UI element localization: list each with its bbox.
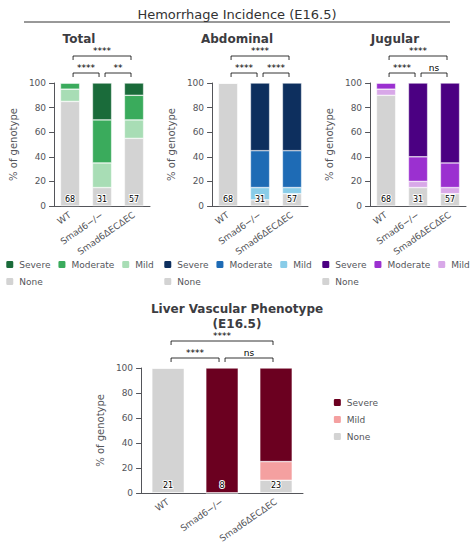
- svg-text:68: 68: [223, 195, 233, 204]
- svg-text:0: 0: [356, 201, 362, 211]
- svg-text:60: 60: [122, 413, 134, 423]
- svg-text:40: 40: [351, 152, 363, 162]
- svg-text:Smad6ΔECΔEC: Smad6ΔECΔEC: [218, 497, 279, 544]
- svg-text:Smad6ΔECΔEC: Smad6ΔECΔEC: [392, 210, 453, 257]
- svg-text:31: 31: [413, 195, 423, 204]
- svg-text:100: 100: [29, 78, 46, 88]
- svg-text:31: 31: [97, 195, 107, 204]
- svg-text:(E16.5): (E16.5): [213, 317, 262, 331]
- svg-text:Abdominal: Abdominal: [201, 32, 273, 46]
- svg-text:40: 40: [35, 152, 47, 162]
- svg-text:Smad6−/−: Smad6−/−: [374, 209, 421, 247]
- svg-text:Moderate: Moderate: [71, 260, 114, 270]
- svg-text:Smad6ΔECΔEC: Smad6ΔECΔEC: [76, 210, 137, 257]
- svg-text:23: 23: [271, 481, 281, 490]
- svg-text:None: None: [335, 277, 359, 287]
- svg-text:100: 100: [345, 78, 362, 88]
- svg-text:Smad6ΔECΔEC: Smad6ΔECΔEC: [234, 210, 295, 257]
- svg-text:Smad6−/−: Smad6−/−: [179, 497, 225, 534]
- svg-text:Mild: Mild: [451, 260, 469, 270]
- svg-text:None: None: [19, 277, 43, 287]
- svg-text:WT: WT: [55, 210, 73, 227]
- svg-text:Jugular: Jugular: [370, 32, 419, 46]
- svg-text:% of genotype: % of genotype: [324, 108, 335, 181]
- svg-text:Moderate: Moderate: [387, 260, 430, 270]
- svg-text:Mild: Mild: [347, 415, 365, 425]
- svg-text:WT: WT: [371, 210, 389, 227]
- svg-text:20: 20: [193, 176, 205, 186]
- svg-text:80: 80: [35, 103, 47, 113]
- svg-text:Severe: Severe: [335, 260, 367, 270]
- svg-text:****: ****: [93, 46, 112, 56]
- svg-text:% of genotype: % of genotype: [166, 108, 177, 181]
- svg-text:****: ****: [77, 63, 96, 73]
- svg-text:20: 20: [35, 176, 47, 186]
- svg-text:% of genotype: % of genotype: [95, 394, 106, 467]
- svg-text:100: 100: [187, 78, 204, 88]
- svg-text:68: 68: [65, 195, 75, 204]
- svg-text:0: 0: [127, 488, 133, 498]
- svg-text:None: None: [347, 432, 371, 442]
- svg-text:8: 8: [219, 481, 224, 490]
- svg-text:Smad6−/−: Smad6−/−: [58, 209, 105, 247]
- svg-text:****: ****: [186, 348, 205, 358]
- svg-text:20: 20: [122, 463, 134, 473]
- svg-text:0: 0: [198, 201, 204, 211]
- svg-text:WT: WT: [153, 496, 171, 513]
- svg-text:80: 80: [122, 388, 134, 398]
- svg-text:80: 80: [193, 103, 205, 113]
- svg-text:****: ****: [267, 63, 286, 73]
- svg-text:Severe: Severe: [19, 260, 51, 270]
- svg-text:None: None: [177, 277, 201, 287]
- svg-text:21: 21: [163, 481, 173, 490]
- svg-text:Total: Total: [63, 32, 96, 46]
- svg-text:**: **: [114, 63, 124, 73]
- svg-text:60: 60: [35, 127, 47, 137]
- svg-text:Mild: Mild: [135, 260, 153, 270]
- svg-text:20: 20: [351, 176, 363, 186]
- svg-text:****: ****: [213, 331, 232, 341]
- svg-text:57: 57: [129, 195, 139, 204]
- svg-text:% of genotype: % of genotype: [8, 108, 19, 181]
- svg-text:Hemorrhage Incidence (E16.5): Hemorrhage Incidence (E16.5): [137, 7, 336, 22]
- svg-text:****: ****: [409, 46, 428, 56]
- svg-text:****: ****: [251, 46, 270, 56]
- svg-text:Mild: Mild: [293, 260, 311, 270]
- svg-text:ns: ns: [244, 348, 255, 358]
- svg-text:Severe: Severe: [347, 398, 379, 408]
- svg-text:0: 0: [40, 201, 46, 211]
- svg-text:100: 100: [116, 363, 133, 373]
- svg-text:Smad6−/−: Smad6−/−: [216, 209, 263, 247]
- svg-text:60: 60: [193, 127, 205, 137]
- svg-text:60: 60: [351, 127, 363, 137]
- svg-text:57: 57: [445, 195, 455, 204]
- svg-text:80: 80: [351, 103, 363, 113]
- svg-text:31: 31: [255, 195, 265, 204]
- svg-text:Severe: Severe: [177, 260, 209, 270]
- svg-text:57: 57: [287, 195, 297, 204]
- svg-text:40: 40: [122, 438, 134, 448]
- svg-text:WT: WT: [213, 210, 231, 227]
- svg-text:****: ****: [393, 63, 412, 73]
- svg-text:****: ****: [235, 63, 254, 73]
- svg-text:Liver Vascular Phenotype: Liver Vascular Phenotype: [151, 302, 323, 316]
- svg-text:ns: ns: [429, 63, 440, 73]
- svg-text:68: 68: [381, 195, 391, 204]
- svg-text:40: 40: [193, 152, 205, 162]
- svg-text:Moderate: Moderate: [229, 260, 272, 270]
